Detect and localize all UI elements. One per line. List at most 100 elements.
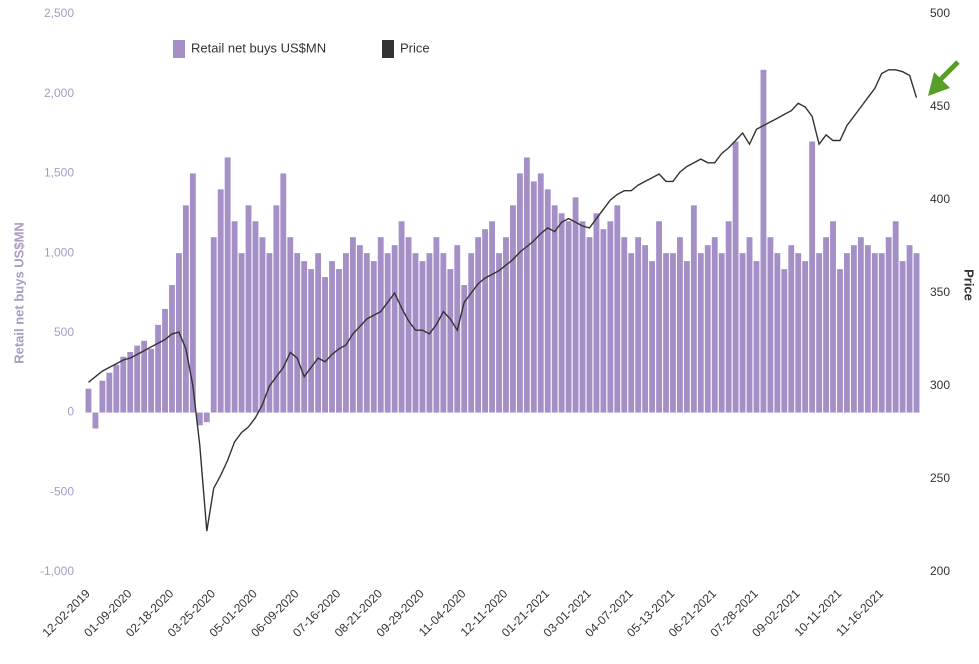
bar [196,412,203,426]
bar [830,221,836,413]
bar [496,253,502,413]
bar [217,189,224,413]
bar [377,237,384,413]
bar [148,348,155,413]
y-tick-label: 2,500 [44,6,74,20]
bar [906,245,913,413]
bar [336,269,342,413]
bar-series [85,69,920,429]
bar [565,221,572,413]
bar [113,364,120,413]
bar [461,285,468,413]
bar [238,253,245,413]
bar [440,253,447,413]
price-line [88,69,918,532]
bar [781,269,788,413]
y-tick-label: -1,000 [40,564,74,578]
bar [384,253,391,413]
y-tick-label: 2,000 [44,86,74,100]
bar [322,277,328,413]
bar [259,237,266,413]
bar [516,173,523,413]
y2-axis-title: Price [962,269,977,301]
bar [579,221,586,413]
bar [349,237,356,413]
bar [252,221,259,413]
bar [614,205,621,413]
bar [189,173,196,413]
bar [628,253,635,413]
legend-swatch [173,40,185,58]
bar [642,245,649,413]
bar [280,173,287,413]
bar [134,345,141,413]
bar [141,340,148,413]
bar [412,253,419,413]
bar [892,221,899,413]
bar [572,197,579,413]
bar [398,221,405,413]
bar [767,237,774,413]
bar [732,141,739,413]
y2-tick-label: 300 [930,378,950,392]
bar [621,237,628,413]
y-axis-title: Retail net buys US$MN [11,222,26,364]
bar [823,237,829,413]
y2-tick-label: 400 [930,192,950,206]
bar [816,253,823,413]
bar [266,253,273,413]
bar [586,237,593,413]
bar [725,221,732,413]
bar [711,237,718,413]
bar [537,173,544,413]
bar [273,205,280,413]
bar [739,253,746,413]
bar [482,229,489,413]
bar [697,253,704,413]
y-tick-label: 0 [67,405,74,419]
bar [774,253,781,413]
y2-tick-label: 250 [930,471,950,485]
bar [607,221,614,413]
bar [169,285,175,413]
bar [210,237,217,413]
bar [106,372,113,413]
bar [677,237,683,413]
bar [544,189,551,413]
bar [447,269,454,413]
bar [231,221,238,413]
y-tick-label: -500 [50,484,74,498]
bar [301,261,308,413]
bar [162,308,168,413]
bar [857,237,864,413]
bar [670,253,676,413]
bar [837,269,843,413]
y2-tick-label: 200 [930,564,950,578]
bar [788,245,795,413]
bar [746,237,753,413]
bar [760,69,767,413]
legend-swatch [382,40,394,58]
bar [899,261,906,413]
bar [871,253,878,413]
bar [127,351,134,413]
bar [224,157,231,413]
bar [913,253,920,413]
bar [885,237,892,413]
bar [475,237,482,413]
bar [120,356,127,413]
bar [503,237,509,413]
bar [391,245,398,413]
bar [663,253,669,413]
y2-tick-label: 450 [930,99,950,113]
bar [92,412,99,429]
bar [600,229,607,413]
bar [558,213,565,413]
bar [635,237,642,413]
bar [405,237,412,413]
legend-label: Retail net buys US$MN [191,40,326,55]
bar [308,269,315,413]
bar [287,237,294,413]
bar [510,205,516,413]
